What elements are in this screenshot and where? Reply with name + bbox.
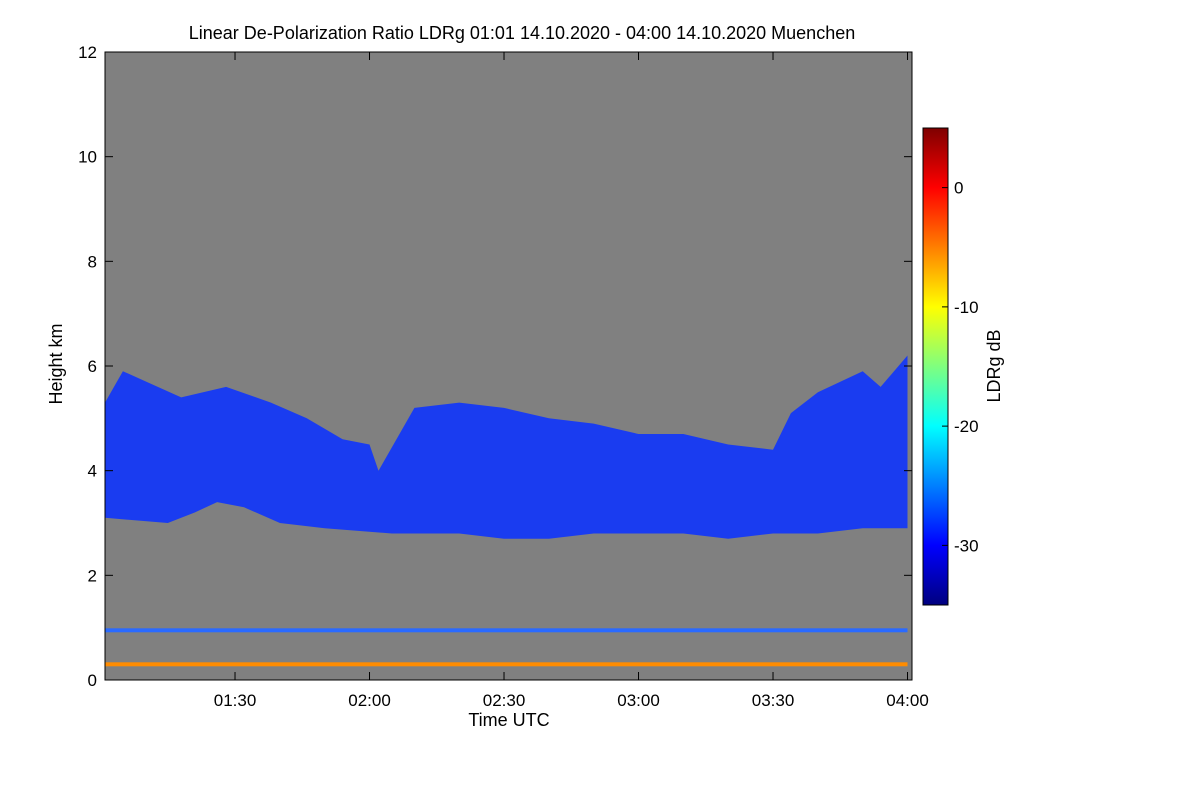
colorbar-tick-label: -10	[954, 298, 979, 317]
x-axis: 01:30 02:00 02:30 03:00 03:30 04:00	[214, 52, 929, 710]
thin-layer	[105, 628, 908, 633]
y-tick-label: 4	[88, 462, 97, 481]
y-tick-label: 0	[88, 671, 97, 690]
no-data-background	[105, 52, 912, 680]
y-tick-label: 6	[88, 357, 97, 376]
y-axis: 0 2 4 6 8 10 12	[78, 43, 912, 690]
colorbar-tick-label: -30	[954, 536, 979, 555]
x-tick-label: 03:00	[617, 691, 660, 710]
colorbar-label: LDRg dB	[984, 329, 1004, 402]
x-tick-label: 02:30	[483, 691, 526, 710]
x-tick-label: 04:00	[886, 691, 929, 710]
y-tick-label: 10	[78, 148, 97, 167]
surface-layer	[105, 662, 908, 667]
y-tick-label: 12	[78, 43, 97, 62]
plot-area	[104, 51, 913, 681]
x-tick-label: 03:30	[752, 691, 795, 710]
colorbar-ticks: 0 -10 -20 -30	[942, 179, 979, 555]
colorbar-gradient	[922, 127, 949, 606]
colorbar-tick-label: 0	[954, 179, 963, 198]
colorbar: 0 -10 -20 -30	[922, 127, 979, 606]
x-axis-label: Time UTC	[468, 710, 549, 730]
data-features	[105, 355, 908, 667]
y-tick-label: 8	[88, 252, 97, 271]
chart-title: Linear De-Polarization Ratio LDRg 01:01 …	[189, 23, 855, 43]
y-tick-label: 2	[88, 566, 97, 585]
x-tick-label: 02:00	[348, 691, 391, 710]
y-axis-label: Height km	[46, 323, 66, 404]
x-tick-label: 01:30	[214, 691, 257, 710]
colorbar-tick-label: -20	[954, 417, 979, 436]
cloud-layer	[105, 355, 908, 539]
